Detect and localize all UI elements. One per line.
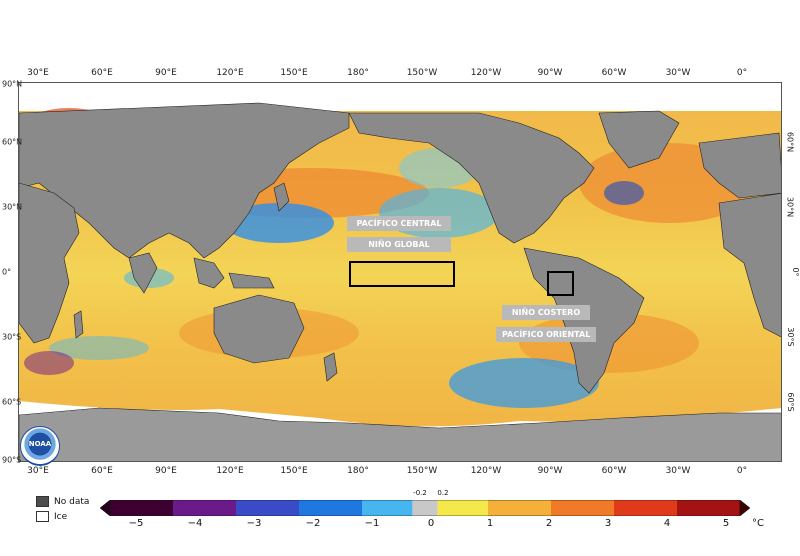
label-pacifico-central: PACÍFICO CENTRAL <box>347 216 451 231</box>
lat-label: 90°N <box>2 79 23 89</box>
colorbar-left-arrow <box>100 500 111 516</box>
lat-label: 90°S <box>2 455 22 465</box>
lon-label: 90°E <box>155 68 177 78</box>
colorbar-segment <box>488 500 551 516</box>
landmasses <box>19 102 781 461</box>
colorbar-small-tick: -0.2 <box>413 489 427 497</box>
colorbar-tick: 5 <box>722 518 730 529</box>
legend-no-data: No data <box>36 496 89 507</box>
lat-label: 0° <box>790 267 800 277</box>
colorbar-tick: −4 <box>187 518 203 529</box>
colorbar-tick: 0 <box>427 518 435 529</box>
lat-label: 60°S <box>785 392 795 412</box>
lon-label: 120°W <box>470 466 502 476</box>
lat-label: 60°N <box>785 131 795 153</box>
colorbar-right-arrow <box>739 500 751 516</box>
colorbar-tick: 3 <box>604 518 612 529</box>
lon-label: 60°E <box>91 466 113 476</box>
lon-label: 30°E <box>27 466 49 476</box>
lat-label: 30°N <box>2 202 23 212</box>
colorbar-segment <box>551 500 614 516</box>
colorbar-small-tick: 0.2 <box>437 489 449 497</box>
lon-label: 90°E <box>155 466 177 476</box>
cool-patch <box>224 203 334 243</box>
ice-swatch <box>36 511 49 522</box>
lon-label: 30°W <box>665 68 691 78</box>
colorbar-tick: −1 <box>364 518 380 529</box>
lon-label: 150°E <box>280 466 308 476</box>
cool-patch <box>604 181 644 205</box>
colorbar-segment <box>110 500 173 516</box>
noaa-logo-text: NOAA <box>28 440 52 448</box>
colorbar-segment <box>614 500 677 516</box>
lon-label: 60°W <box>601 466 627 476</box>
lon-label: 60°E <box>91 68 113 78</box>
colorbar <box>100 500 751 516</box>
lat-label: 30°N <box>785 196 795 218</box>
lon-label: 150°W <box>406 466 438 476</box>
colorbar-segment <box>437 500 488 516</box>
lon-label: 180° <box>347 466 369 476</box>
no-data-swatch <box>36 496 49 507</box>
colorbar-segment <box>299 500 362 516</box>
lon-label: 150°W <box>406 68 438 78</box>
lon-label: 120°W <box>470 68 502 78</box>
colorbar-segment <box>236 500 299 516</box>
colorbar-segments <box>109 500 741 516</box>
lon-label: 60°W <box>601 68 627 78</box>
colorbar-segment <box>173 500 236 516</box>
cool-patch <box>449 358 599 408</box>
colorbar-unit: °C <box>752 518 764 529</box>
colorbar-segment <box>412 500 438 516</box>
colorbar-tick: 1 <box>486 518 494 529</box>
lon-label: 150°E <box>280 68 308 78</box>
lat-label: 60°N <box>2 137 23 147</box>
nino-costero-box <box>547 271 574 296</box>
lon-label: 30°E <box>27 68 49 78</box>
lon-label: 90°W <box>537 466 563 476</box>
lon-label: 0° <box>736 466 748 476</box>
sst-map: PACÍFICO CENTRAL NIÑO GLOBAL NIÑO COSTER… <box>18 82 782 462</box>
noaa-logo: NOAA <box>20 426 60 466</box>
colorbar-tick: −5 <box>128 518 144 529</box>
label-nino-costero: NIÑO COSTERO <box>502 305 590 320</box>
lon-label: 120°E <box>216 466 244 476</box>
lon-label: 120°E <box>216 68 244 78</box>
colorbar-tick: 4 <box>663 518 671 529</box>
lon-label: 30°W <box>665 466 691 476</box>
ice-north <box>19 83 781 111</box>
colorbar-segment <box>677 500 740 516</box>
lon-label: 90°W <box>537 68 563 78</box>
no-data-label: No data <box>54 496 90 507</box>
legend-ice: Ice <box>36 511 67 522</box>
label-nino-global: NIÑO GLOBAL <box>347 237 451 252</box>
ice-label: Ice <box>54 511 68 522</box>
label-pacifico-oriental: PACÍFICO ORIENTAL <box>496 327 596 342</box>
lat-label: 60°S <box>2 397 22 407</box>
lon-label: 180° <box>347 68 369 78</box>
lat-label: 30°S <box>2 332 22 342</box>
nino-global-box <box>349 261 455 287</box>
lon-label: 0° <box>736 68 748 78</box>
colorbar-tick: −2 <box>305 518 321 529</box>
colorbar-tick: −3 <box>246 518 262 529</box>
lat-label: 30°S <box>785 327 795 347</box>
colorbar-tick: 2 <box>545 518 553 529</box>
cool-patch <box>49 336 149 360</box>
cool-patch <box>24 351 74 375</box>
colorbar-segment <box>362 500 413 516</box>
lat-label: 0° <box>2 267 12 277</box>
